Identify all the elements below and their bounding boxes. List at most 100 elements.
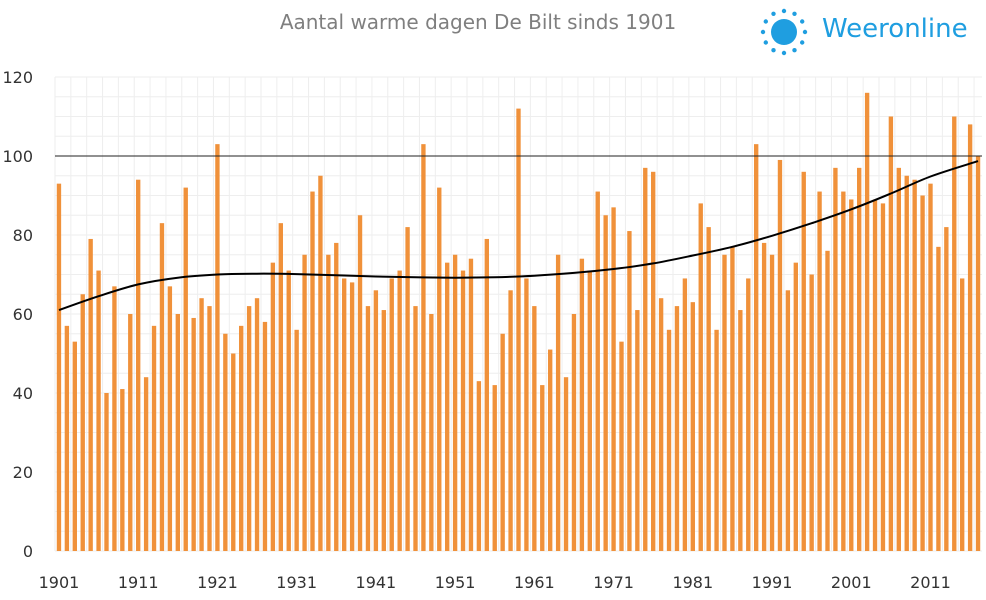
bar-2007 bbox=[896, 167, 901, 551]
bar-1952 bbox=[460, 270, 466, 551]
bar-1928 bbox=[270, 262, 276, 551]
bar-1961 bbox=[532, 306, 537, 551]
bar-1950 bbox=[445, 262, 450, 551]
bar-1968 bbox=[587, 270, 592, 551]
bar-1937 bbox=[342, 278, 347, 551]
bar-2002 bbox=[857, 167, 862, 551]
bar-1986 bbox=[730, 246, 735, 551]
bar-1962 bbox=[540, 385, 545, 551]
bar-1976 bbox=[651, 171, 656, 552]
trend-line-group bbox=[58, 160, 979, 312]
y-tick-label: 120 bbox=[2, 68, 33, 87]
x-tick-label: 1971 bbox=[593, 573, 634, 592]
bar-2013 bbox=[944, 227, 949, 551]
bar-1993 bbox=[785, 290, 791, 551]
bar-2006 bbox=[888, 116, 894, 551]
y-tick-label: 80 bbox=[13, 226, 33, 245]
bar-1935 bbox=[326, 254, 331, 551]
bar-2011 bbox=[928, 183, 933, 551]
bar-1960 bbox=[524, 278, 529, 551]
bar-1955 bbox=[484, 238, 489, 551]
bar-1990 bbox=[761, 242, 767, 551]
bar-1905 bbox=[88, 238, 93, 551]
bar-1991 bbox=[769, 254, 775, 551]
bar-1934 bbox=[318, 175, 323, 551]
bar-1992 bbox=[777, 159, 783, 551]
bar-1938 bbox=[349, 282, 355, 551]
bar-1929 bbox=[278, 223, 283, 551]
x-tick-label: 1911 bbox=[118, 573, 159, 592]
x-tick-label: 1901 bbox=[39, 573, 80, 592]
bar-1906 bbox=[96, 270, 101, 551]
bar-1964 bbox=[555, 254, 561, 551]
bar-2003 bbox=[864, 92, 870, 552]
bar-1901 bbox=[56, 183, 62, 551]
bar-1926 bbox=[254, 298, 260, 551]
bar-1951 bbox=[452, 254, 458, 551]
bar-1965 bbox=[563, 377, 569, 551]
bar-1903 bbox=[72, 341, 77, 551]
bar-1966 bbox=[571, 314, 577, 551]
x-tick-label: 1921 bbox=[197, 573, 238, 592]
bar-1972 bbox=[619, 341, 624, 551]
bar-1957 bbox=[500, 333, 505, 551]
bar-2004 bbox=[872, 199, 878, 551]
bar-2016 bbox=[967, 124, 973, 552]
bar-1910 bbox=[128, 314, 133, 551]
bar-1982 bbox=[698, 203, 703, 551]
bar-1920 bbox=[207, 306, 212, 551]
bar-1947 bbox=[421, 144, 426, 551]
bar-1973 bbox=[627, 231, 632, 552]
bar-1971 bbox=[611, 207, 616, 551]
bar-1909 bbox=[120, 389, 125, 551]
y-tick-label: 40 bbox=[13, 384, 33, 403]
bar-1948 bbox=[429, 314, 434, 551]
x-tick-label: 1981 bbox=[672, 573, 713, 592]
x-tick-label: 2001 bbox=[831, 573, 872, 592]
chart-title: Aantal warme dagen De Bilt sinds 1901 bbox=[279, 10, 677, 34]
bar-1984 bbox=[714, 329, 719, 551]
bar-1958 bbox=[508, 290, 513, 551]
y-tick-label: 0 bbox=[23, 542, 33, 561]
bar-1924 bbox=[239, 325, 244, 551]
bar-1943 bbox=[389, 278, 394, 551]
bar-1949 bbox=[437, 187, 442, 551]
x-tick-label: 1941 bbox=[356, 573, 397, 592]
bar-1939 bbox=[357, 215, 363, 551]
bar-1969 bbox=[595, 191, 600, 552]
bar-2009 bbox=[912, 179, 917, 551]
bar-2015 bbox=[960, 278, 965, 551]
bar-1987 bbox=[738, 310, 743, 551]
x-tick-label: 1961 bbox=[514, 573, 555, 592]
bar-1940 bbox=[365, 306, 371, 551]
bar-1997 bbox=[817, 191, 822, 552]
bar-1904 bbox=[80, 294, 85, 551]
bar-1956 bbox=[492, 385, 497, 551]
bar-1927 bbox=[262, 321, 268, 551]
bar-1970 bbox=[603, 215, 608, 551]
bar-2001 bbox=[849, 199, 854, 551]
bar-2005 bbox=[880, 203, 886, 551]
bar-1954 bbox=[476, 381, 482, 551]
bar-1998 bbox=[825, 250, 830, 552]
brand-logo: Weeronline bbox=[756, 6, 982, 58]
bar-1983 bbox=[706, 227, 711, 551]
bar-2014 bbox=[952, 116, 957, 551]
bar-1996 bbox=[809, 274, 814, 551]
bar-1907 bbox=[104, 393, 109, 551]
bar-1981 bbox=[690, 302, 695, 551]
bar-1959 bbox=[516, 108, 521, 551]
bar-1995 bbox=[801, 171, 806, 552]
bar-1908 bbox=[112, 286, 117, 551]
bar-1963 bbox=[548, 349, 553, 551]
bar-1944 bbox=[397, 270, 402, 551]
bar-1941 bbox=[373, 290, 379, 551]
bar-1902 bbox=[64, 325, 70, 551]
bar-1917 bbox=[183, 187, 188, 551]
bars-group bbox=[56, 92, 981, 552]
bar-2010 bbox=[920, 195, 925, 551]
brand-name: Weeronline bbox=[822, 14, 968, 44]
bar-1989 bbox=[754, 144, 759, 551]
bar-1918 bbox=[191, 317, 196, 551]
